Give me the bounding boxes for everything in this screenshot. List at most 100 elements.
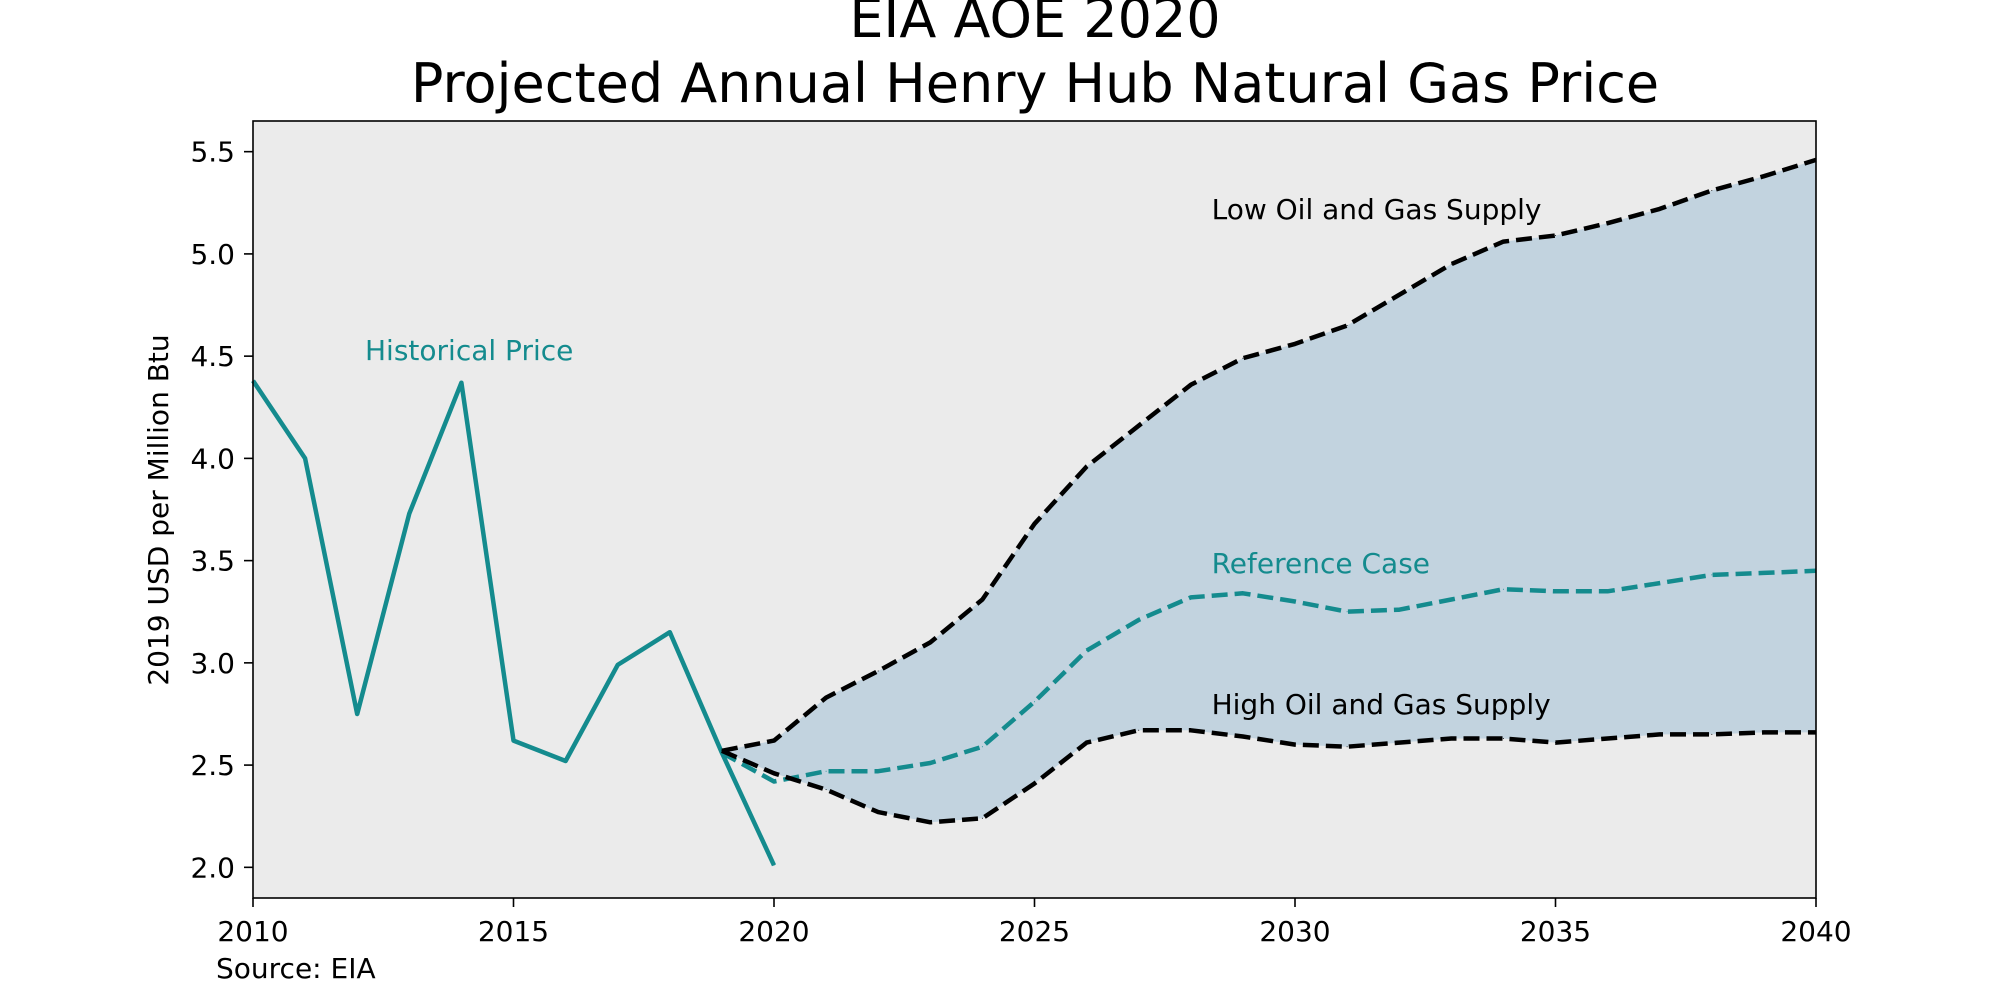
data-point-low-oil-and-gas-supply: [1502, 241, 1504, 243]
data-point-historical-price: [408, 513, 410, 515]
data-point-low-oil-and-gas-supply: [1190, 384, 1192, 386]
data-point-low-oil-and-gas-supply: [1294, 343, 1296, 345]
data-point-low-oil-and-gas-supply: [877, 670, 879, 672]
annotation-historical-price: Historical Price: [365, 334, 573, 367]
y-tick-label: 3.0: [190, 647, 235, 680]
series-high-oil-and-gas-supply: [721, 728, 1817, 825]
data-point-high-oil-and-gas-supply: [1242, 736, 1244, 737]
supply-range-band: [721, 159, 1816, 823]
data-point-low-oil-and-gas-supply: [1346, 325, 1348, 326]
y-tick-label: 4.0: [190, 442, 235, 475]
data-point-high-oil-and-gas-supply: [1398, 742, 1400, 744]
x-tick-label: 2040: [1780, 915, 1851, 948]
x-tick-label: 2015: [478, 915, 549, 948]
data-point-low-oil-and-gas-supply: [1555, 235, 1556, 236]
data-point-high-oil-and-gas-supply: [1086, 742, 1088, 744]
data-point-low-oil-and-gas-supply: [1450, 263, 1452, 265]
data-point-low-oil-and-gas-supply: [1763, 175, 1765, 177]
data-point-reference-case: [1711, 574, 1713, 576]
data-point-high-oil-and-gas-supply: [1034, 783, 1035, 784]
data-point-high-oil-and-gas-supply: [721, 750, 723, 752]
series-line-high-oil-and-gas-supply: [721, 728, 1816, 825]
data-point-reference-case: [1450, 599, 1452, 600]
data-point-historical-price: [565, 760, 567, 762]
data-point-reference-case: [773, 781, 775, 782]
data-point-reference-case: [929, 762, 931, 764]
y-tick-label: 5.5: [190, 136, 235, 169]
series-historical-price: [251, 379, 777, 867]
data-point-low-oil-and-gas-supply: [1086, 466, 1088, 468]
data-point-high-oil-and-gas-supply: [1763, 731, 1765, 733]
data-point-reference-case: [1138, 619, 1140, 621]
x-tick-label: 2030: [1259, 915, 1330, 948]
data-point-reference-case: [1763, 572, 1765, 574]
data-point-low-oil-and-gas-supply: [1034, 523, 1035, 525]
data-point-high-oil-and-gas-supply: [773, 772, 775, 774]
source-note: Source: EIA: [216, 952, 376, 985]
data-point-historical-price: [304, 457, 306, 459]
series-low-oil-and-gas-supply: [721, 157, 1817, 754]
series-line-reference-case: [720, 568, 1817, 784]
data-point-historical-price: [669, 631, 671, 633]
data-point-low-oil-and-gas-supply: [929, 641, 931, 643]
data-point-reference-case: [1034, 701, 1035, 703]
y-tick-label: 2.5: [190, 749, 235, 782]
data-point-reference-case: [825, 770, 827, 772]
data-point-high-oil-and-gas-supply: [877, 811, 879, 813]
data-point-historical-price: [356, 713, 358, 715]
data-point-reference-case: [1294, 601, 1296, 602]
y-tick-label: 2.0: [190, 851, 235, 884]
data-point-low-oil-and-gas-supply: [1711, 190, 1713, 191]
series-line-low-oil-and-gas-supply: [721, 157, 1817, 754]
data-point-high-oil-and-gas-supply: [1607, 738, 1609, 739]
data-point-high-oil-and-gas-supply: [1711, 733, 1713, 735]
data-point-high-oil-and-gas-supply: [1502, 738, 1504, 739]
data-point-high-oil-and-gas-supply: [1294, 744, 1296, 746]
data-point-high-oil-and-gas-supply: [929, 821, 931, 823]
x-tick-label: 2010: [217, 915, 288, 948]
data-point-reference-case: [1502, 588, 1504, 590]
annotation-high-oil-and-gas-supply: High Oil and Gas Supply: [1212, 688, 1551, 721]
data-point-low-oil-and-gas-supply: [1659, 208, 1661, 210]
data-point-low-oil-and-gas-supply: [1138, 425, 1140, 427]
data-point-historical-price: [513, 740, 514, 742]
data-point-reference-case: [1607, 590, 1609, 592]
data-point-low-oil-and-gas-supply: [1398, 294, 1400, 296]
data-point-low-oil-and-gas-supply: [773, 740, 775, 742]
y-tick-label: 3.5: [190, 545, 235, 578]
data-point-historical-price: [617, 664, 619, 666]
y-tick-label: 5.0: [190, 238, 235, 271]
data-point-reference-case: [877, 770, 879, 772]
data-point-high-oil-and-gas-supply: [1659, 733, 1661, 735]
annotation-low-oil-and-gas-supply: Low Oil and Gas Supply: [1212, 193, 1542, 226]
data-point-reference-case: [1346, 611, 1348, 613]
data-point-high-oil-and-gas-supply: [825, 789, 827, 791]
data-point-reference-case: [981, 746, 983, 748]
data-point-low-oil-and-gas-supply: [825, 697, 827, 699]
data-point-low-oil-and-gas-supply: [1242, 357, 1244, 359]
data-point-low-oil-and-gas-supply: [1607, 222, 1609, 224]
y-tick-label: 4.5: [190, 340, 235, 373]
data-point-low-oil-and-gas-supply: [981, 599, 983, 600]
data-point-high-oil-and-gas-supply: [1555, 742, 1556, 744]
data-point-reference-case: [1242, 592, 1244, 594]
x-tick-label: 2025: [999, 915, 1070, 948]
data-point-historical-price: [773, 864, 775, 866]
chart-title-line2: Projected Annual Henry Hub Natural Gas P…: [411, 52, 1659, 115]
data-point-historical-price: [460, 382, 462, 384]
chart-title-line1: EIA AOE 2020: [849, 0, 1220, 50]
x-tick-label: 2020: [738, 915, 809, 948]
data-point-high-oil-and-gas-supply: [1190, 729, 1192, 731]
data-point-reference-case: [1659, 582, 1661, 584]
data-point-high-oil-and-gas-supply: [1138, 729, 1140, 731]
data-point-reference-case: [1190, 596, 1192, 598]
data-point-high-oil-and-gas-supply: [981, 817, 983, 819]
data-point-reference-case: [1086, 650, 1088, 652]
y-axis-label: 2019 USD per Million Btu: [142, 334, 175, 685]
data-point-high-oil-and-gas-supply: [1450, 738, 1452, 739]
annotation-reference-case: Reference Case: [1212, 547, 1430, 580]
data-point-reference-case: [1398, 609, 1400, 611]
data-point-reference-case: [1555, 590, 1556, 592]
data-point-high-oil-and-gas-supply: [1346, 746, 1348, 748]
